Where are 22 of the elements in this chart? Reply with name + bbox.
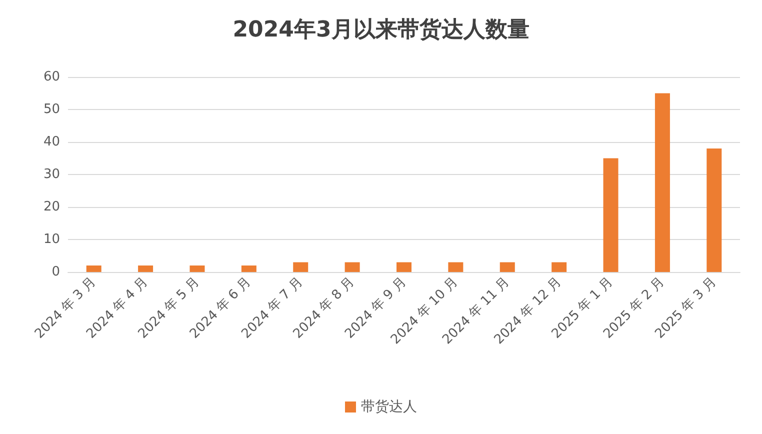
bar [500,262,515,272]
bar [706,148,722,272]
y-tick-label: 40 [43,134,60,150]
y-tick-label: 0 [52,264,60,280]
chart-title: 2024年3月以来带货达人数量 [232,18,530,42]
y-tick-label: 50 [43,102,60,117]
bar [241,266,256,272]
y-tick-label: 30 [43,167,60,182]
bar [138,266,154,272]
y-tick-label: 10 [43,232,60,247]
bar [552,262,567,272]
bar [293,262,308,272]
bar [654,93,670,272]
bar [86,266,102,272]
bar [344,262,360,272]
bar [448,262,464,272]
y-tick-label: 20 [43,200,60,214]
legend-label: 带货达人 [361,399,417,415]
bar [190,266,205,272]
bar [396,262,412,272]
bar [603,158,618,272]
y-tick-label: 60 [43,70,60,84]
